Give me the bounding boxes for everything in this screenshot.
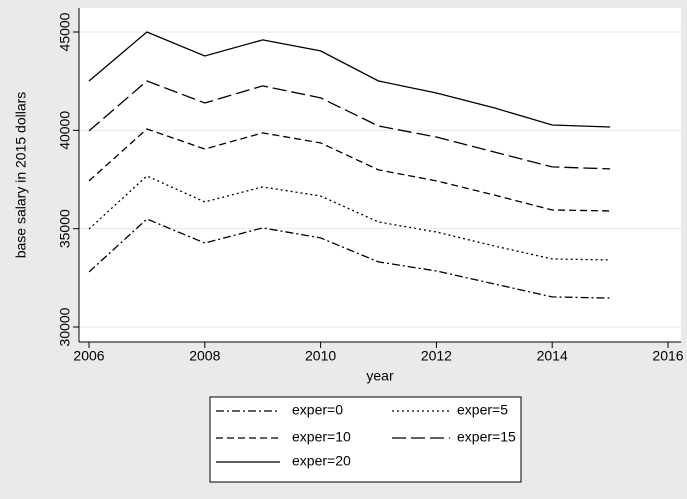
legend-label: exper=10 (292, 429, 351, 445)
x-tick-label: 2008 (189, 348, 220, 364)
x-tick-label: 2016 (652, 348, 683, 364)
legend-label: exper=15 (457, 429, 516, 445)
legend (209, 396, 522, 483)
x-tick-label: 2010 (305, 348, 336, 364)
series-line (88, 218, 611, 299)
legend-label: exper=0 (292, 402, 343, 418)
x-tick-label: 2006 (73, 348, 104, 364)
y-tick-label: 45000 (57, 12, 73, 51)
plot-area (79, 8, 681, 342)
x-axis-title: year (366, 368, 394, 384)
series-line (88, 80, 611, 170)
y-tick-label: 40000 (57, 111, 73, 150)
series-line (88, 31, 611, 128)
y-tick-label: 35000 (57, 209, 73, 248)
legend-label: exper=5 (457, 402, 508, 418)
series-line (88, 175, 611, 261)
y-axis-title: base salary in 2015 dollars (13, 92, 29, 259)
y-tick-label: 30000 (57, 307, 73, 346)
series-line (88, 128, 611, 212)
x-tick-label: 2012 (421, 348, 452, 364)
legend-label: exper=20 (292, 453, 351, 469)
x-tick-label: 2014 (537, 348, 568, 364)
